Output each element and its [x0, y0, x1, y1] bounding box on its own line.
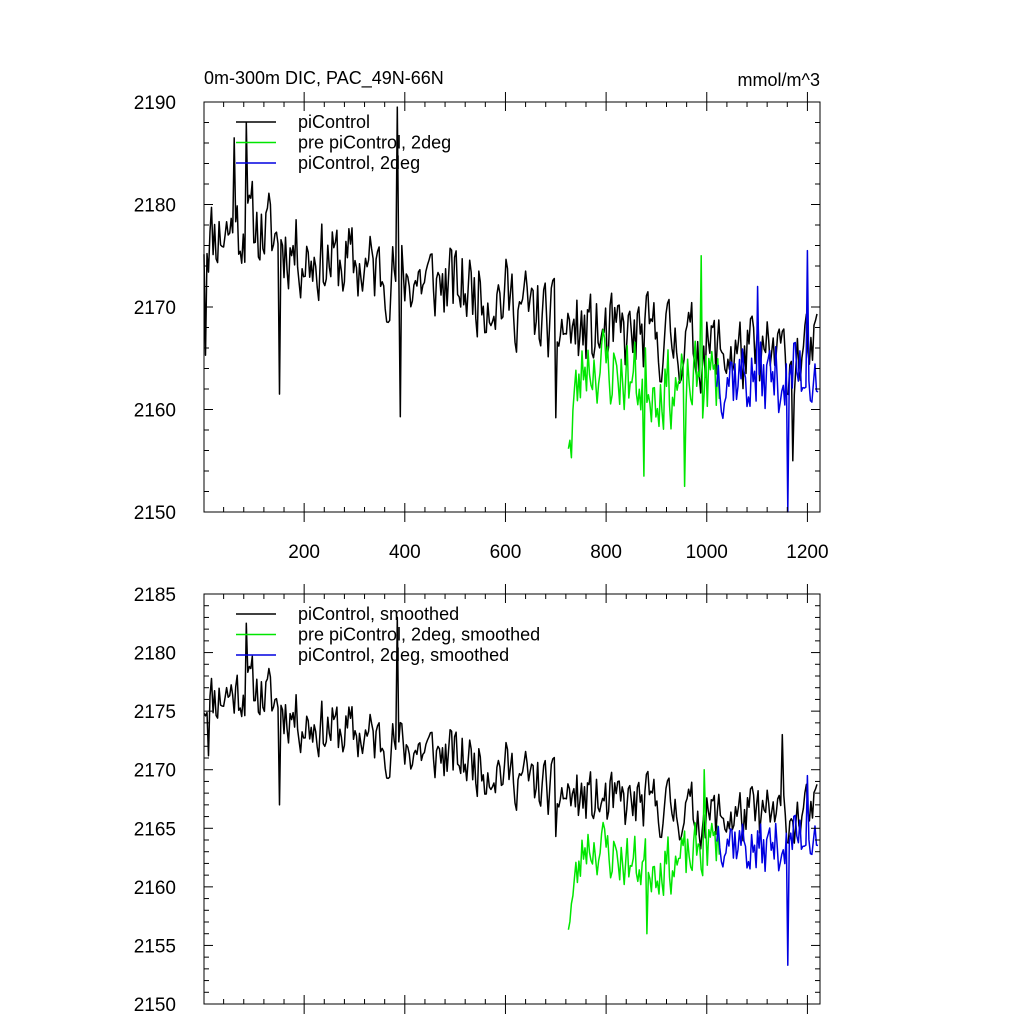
series-line-3 — [716, 249, 819, 513]
x-tick-label: 800 — [590, 542, 622, 563]
panel-1: 2150 2160 2170 2180 2190 200 400 600 800 1000 1200… — [134, 92, 829, 563]
y-tick-label: 2155 — [134, 936, 176, 957]
plot-frame — [203, 101, 821, 513]
series-line-1 — [203, 106, 818, 462]
legend-label-1: piControl — [298, 112, 370, 132]
series-line-2 — [567, 255, 721, 488]
units-label: mmol/m^3 — [738, 70, 820, 90]
x-tick-label: 1200 — [786, 542, 828, 563]
y-tick-label: 2190 — [134, 93, 176, 114]
legend-label-2: pre piControl, 2deg — [298, 133, 451, 153]
legend-label-3: piControl, 2deg — [298, 153, 420, 173]
x-tick-label: 200 — [288, 542, 320, 563]
y-tick-label: 2180 — [134, 644, 176, 665]
series-line-3 — [716, 774, 819, 967]
panel-2: 2150 2155 2160 2165 2170 2175 2180 2185 piContro… — [134, 584, 821, 1016]
chart-title: 0m-300m DIC, PAC_49N-66N — [204, 68, 444, 89]
legend-label-1: piControl, smoothed — [298, 604, 459, 624]
y-tick-label: 2150 — [134, 995, 176, 1016]
y-tick-label: 2170 — [134, 298, 176, 319]
x-tick-label: 400 — [389, 542, 421, 563]
chart-panels: 2150 2160 2170 2180 2190 200 400 600 800 1000 1200… — [134, 92, 829, 1016]
legend-label-2: pre piControl, 2deg, smoothed — [298, 625, 540, 645]
y-tick-label: 2170 — [134, 761, 176, 782]
y-tick-label: 2185 — [134, 585, 176, 606]
y-tick-label: 2175 — [134, 702, 176, 723]
x-tick-label: 1000 — [686, 542, 728, 563]
plot-frame — [203, 593, 821, 1005]
y-tick-label: 2150 — [134, 503, 176, 524]
y-tick-label: 2180 — [134, 196, 176, 217]
legend-label-3: piControl, 2deg, smoothed — [298, 645, 509, 665]
series-line-1 — [203, 616, 818, 850]
y-tick-label: 2160 — [134, 401, 176, 422]
y-tick-label: 2160 — [134, 878, 176, 899]
x-tick-label: 600 — [490, 542, 522, 563]
series-line-2 — [567, 768, 721, 935]
y-tick-label: 2165 — [134, 819, 176, 840]
